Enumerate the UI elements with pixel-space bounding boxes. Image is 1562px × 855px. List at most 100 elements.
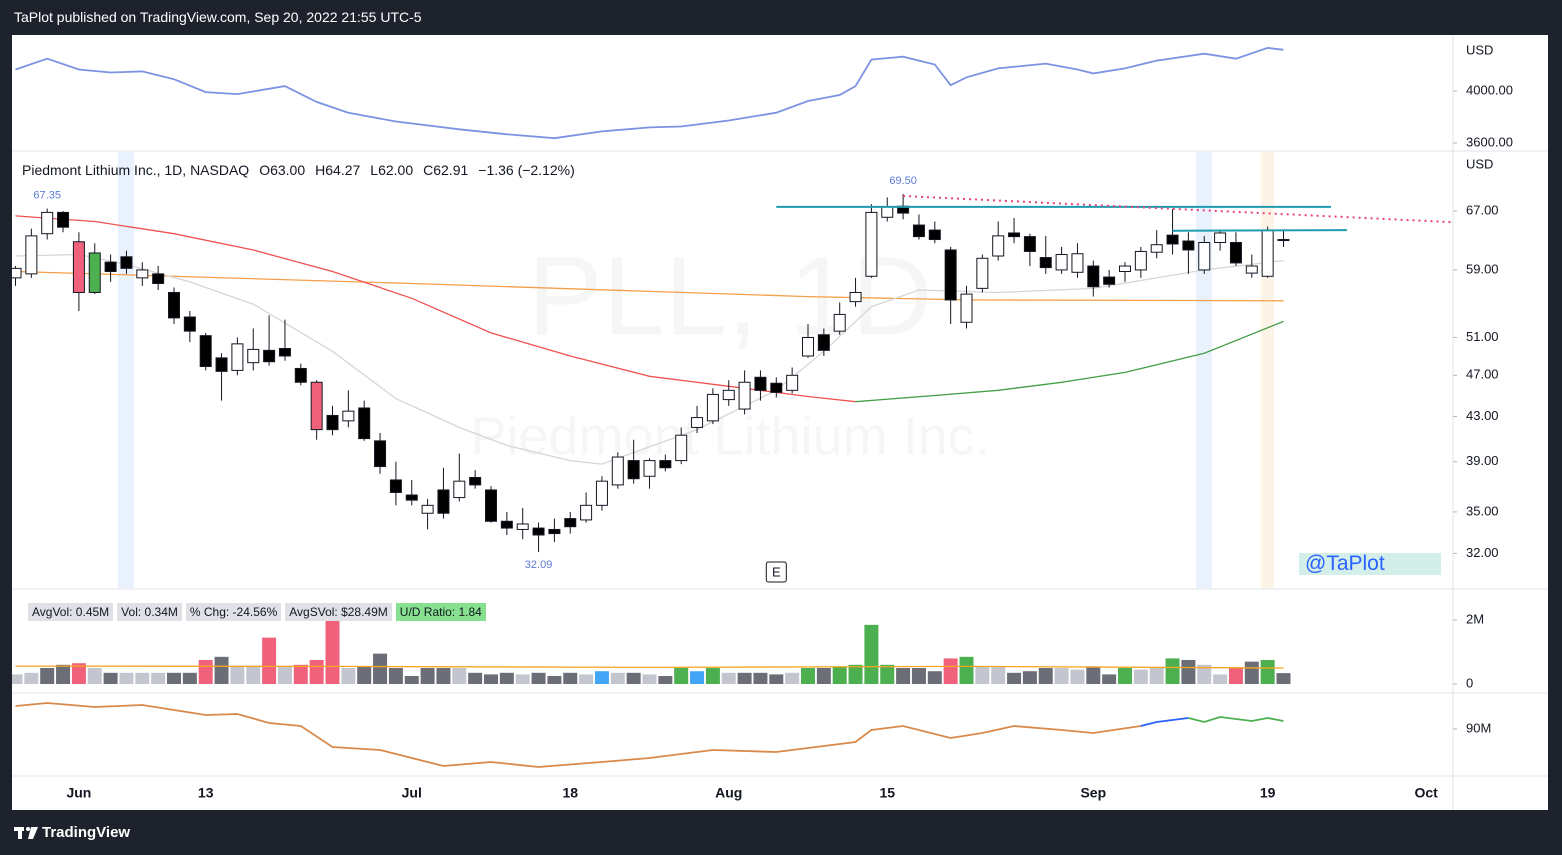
volume-bar [626, 672, 641, 684]
volume-bar [1022, 671, 1037, 684]
volume-bar [1086, 666, 1101, 684]
volume-bar [1007, 672, 1022, 684]
volume-labels: AvgVol: 0.45M Vol: 0.34M% Chg: -24.56% Avg… [28, 603, 486, 621]
candle-body [548, 528, 561, 535]
candle-body [294, 367, 307, 383]
candle-body [691, 417, 704, 428]
volume-stat: Vol: 0.34M [117, 603, 182, 621]
candle-body [500, 520, 513, 529]
price-annotation: 32.09 [525, 559, 553, 571]
candle-body [1134, 250, 1147, 271]
candle-body [659, 460, 672, 469]
candle-body [1103, 276, 1116, 285]
volume-bar [880, 664, 895, 684]
candle-body [168, 291, 180, 319]
volume-bar [71, 663, 86, 684]
candle-body [469, 476, 482, 486]
legend-value: C62.91 [423, 162, 469, 178]
price-annotation: 69.50 [889, 175, 917, 187]
volume-bar [56, 664, 71, 684]
volume-bar [801, 668, 815, 684]
x-tick-label: Oct [1414, 785, 1438, 801]
candle-body [1119, 265, 1131, 273]
candle-body [516, 523, 529, 530]
volume-bar [404, 676, 419, 684]
volume-bar [610, 672, 625, 684]
volume-stat: AvgVol: 0.45M [28, 603, 114, 621]
y-tick-label: 2M [1466, 611, 1484, 626]
volume-bar [452, 668, 467, 684]
price-annotation: 67.35 [33, 190, 61, 202]
legend-value: O63.00 [259, 162, 306, 178]
candle-body [960, 293, 973, 323]
candle-body [770, 382, 783, 393]
candle-body [786, 374, 799, 391]
y-tick-label: 47.00 [1466, 367, 1499, 382]
volume-bar [499, 672, 514, 684]
volume-bar [1070, 669, 1085, 684]
x-tick-label: Aug [715, 785, 742, 801]
volume-bar [785, 672, 800, 684]
candle-body [1150, 244, 1163, 253]
event-box [765, 561, 787, 583]
candle-body [310, 381, 323, 431]
volume-bar [103, 672, 118, 684]
y-tick-label: 0 [1466, 675, 1473, 690]
volume-bar [119, 672, 134, 684]
candle-body [41, 211, 54, 235]
legend-value: H64.27 [315, 162, 361, 178]
logo-part [18, 827, 22, 839]
x-tick-label: 18 [562, 785, 578, 801]
y-tick-label: 3600.00 [1466, 135, 1513, 150]
candle-body [120, 256, 133, 269]
candle-body [912, 224, 925, 238]
volume-bar [167, 672, 181, 684]
volume-stat: U/D Ratio: 1.84 [395, 603, 486, 621]
logo-part [28, 827, 38, 839]
candle-body [675, 434, 688, 462]
series-line [1140, 717, 1189, 727]
volume-bar [737, 672, 752, 684]
candle-body [881, 206, 894, 218]
candle-body [215, 357, 228, 372]
candle-body [104, 261, 117, 273]
volume-bar [135, 672, 150, 684]
volume-bar [1102, 674, 1117, 684]
candle-body [231, 343, 244, 371]
pane [15, 702, 1284, 768]
volume-bar [1213, 674, 1228, 684]
volume-bar [198, 660, 213, 684]
volume-bar [975, 666, 990, 684]
volume-bar [230, 666, 245, 684]
candle-body [374, 440, 387, 468]
y-unit-label: USD [1466, 42, 1493, 57]
volume-bar [277, 666, 292, 684]
candle-body [25, 235, 38, 275]
legend-title: Piedmont Lithium Inc., 1D, NASDAQ [22, 162, 250, 178]
y-tick-label: 51.00 [1466, 329, 1499, 344]
candle-body [1277, 239, 1290, 242]
candle-body [247, 348, 260, 364]
volume-bar [1038, 668, 1053, 684]
candle-body [1023, 236, 1036, 252]
volume-bar [1260, 660, 1275, 684]
header-text: TaPlot published on TradingView.com, Sep… [14, 9, 422, 25]
candle-body [580, 504, 593, 521]
volume-bar [705, 668, 720, 684]
candle-body [263, 349, 276, 363]
volume-bar [832, 666, 847, 684]
candle-body [437, 489, 450, 514]
y-tick-label: 90M [1466, 720, 1491, 735]
candle-body [1055, 253, 1068, 271]
candle-body [1166, 234, 1179, 245]
volume-stat: AvgSVol: $28.49M [285, 603, 392, 621]
footer-brand: TradingView [42, 824, 131, 841]
candle-body [88, 252, 101, 293]
volume-bar [753, 672, 768, 684]
volume-bar [816, 668, 831, 684]
volume-bar [1165, 658, 1180, 684]
volume-bar [468, 672, 483, 684]
candle-body [485, 489, 497, 522]
candle-body [12, 267, 22, 279]
